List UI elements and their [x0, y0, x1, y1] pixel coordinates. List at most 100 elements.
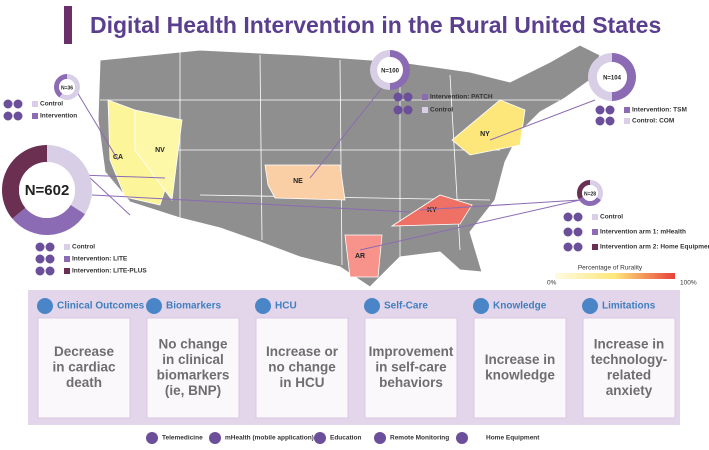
legend-icon: [314, 432, 326, 444]
state: [390, 194, 473, 227]
intervention-icon: [573, 242, 583, 252]
domain-finding: No change: [158, 336, 228, 351]
legend-label: Intervention: [40, 113, 77, 120]
intervention-icon: [563, 227, 573, 237]
intervention-icon: [13, 99, 23, 109]
rurality-min: 0%: [547, 280, 557, 287]
donut-segment: [370, 50, 390, 90]
domain-header: Self-Care: [384, 301, 428, 312]
domain-finding: in cardiac: [52, 360, 116, 375]
donut-hole: [59, 79, 75, 95]
legend-icon: [456, 432, 468, 444]
domain-finding: Decrease: [54, 344, 115, 359]
icon-legend: Telemedicine mHealth (mobile application)…: [146, 432, 540, 444]
domain-card: [146, 317, 240, 419]
donut-segment: [54, 74, 67, 98]
intervention-icon: [605, 116, 615, 126]
state-label: CA: [113, 154, 123, 161]
donut-hole: [377, 57, 403, 83]
domain-card: [255, 317, 349, 419]
legend-swatch: [64, 256, 70, 262]
domain-card: [37, 317, 131, 419]
states: CA NV NE NY KY AR: [107, 99, 526, 278]
domain-finding: biomarkers: [157, 367, 230, 382]
donut-segment: [47, 145, 93, 215]
legend-swatch: [592, 229, 598, 235]
sample-size: N=36: [61, 85, 73, 91]
intervention-icon: [13, 111, 23, 121]
intervention-icon: [35, 266, 45, 276]
state-label: NV: [155, 147, 165, 154]
legend-label: Control: [600, 214, 623, 221]
domain-header: Biomarkers: [166, 301, 221, 312]
domain-header: Clinical Outcomes: [57, 301, 145, 312]
donut-segment: [588, 53, 612, 101]
legend-label: Control: [430, 107, 453, 114]
donut-segment: [12, 205, 85, 235]
legend-label: Intervention: LITE-PLUS: [72, 268, 147, 275]
legend-text: Telemedicine: [162, 435, 203, 442]
legend-label: Intervention: TSM: [632, 107, 687, 114]
intervention-icon: [35, 254, 45, 264]
state-label: AR: [355, 253, 365, 260]
domain-finding: (ie, BNP): [165, 383, 221, 398]
donut-hole: [582, 185, 598, 201]
legend-icon: [374, 432, 386, 444]
legend-swatch: [624, 107, 630, 113]
domain-card: [473, 317, 567, 419]
domain-finding: in clinical: [162, 352, 224, 367]
state: [134, 109, 183, 202]
sample-size: N=104: [603, 76, 622, 82]
us-map: [97, 44, 601, 288]
legend-label: Intervention arm 2: Home Equipment: [600, 244, 709, 251]
legend-swatch: [422, 94, 428, 100]
title: Digital Health Intervention in the Rural…: [90, 12, 661, 38]
donut-segment: [612, 53, 636, 101]
legend-swatch: [624, 118, 630, 124]
domain-finding: death: [66, 375, 102, 390]
domain-finding: Increase or: [266, 344, 339, 359]
domain-finding: Improvement: [369, 344, 454, 359]
legend-text: Education: [330, 435, 361, 442]
legend-swatch: [32, 113, 38, 119]
legend-label: Control: [72, 244, 95, 251]
sample-size: N=100: [381, 69, 400, 75]
connectors: [59, 87, 596, 251]
domain-finding: behaviors: [379, 375, 443, 390]
domain-icon: [255, 298, 271, 314]
legend-swatch: [64, 244, 70, 250]
sample-size: N=28: [584, 191, 596, 197]
legend-swatch: [592, 214, 598, 220]
domain-finding: technology-: [591, 352, 668, 367]
legend-swatch: [422, 107, 428, 113]
domain-card: [582, 317, 676, 419]
state: [344, 234, 383, 278]
studies: Control Intervention N=36 Control Interventi…: [2, 50, 709, 276]
intervention-icon: [605, 105, 615, 115]
domain-icon: [473, 298, 489, 314]
domain-finding: in self-care: [375, 360, 447, 375]
domain-icon: [37, 298, 53, 314]
domain-finding: no change: [268, 360, 336, 375]
sample-size: N=602: [25, 182, 70, 199]
rurality-title: Percentage of Rurality: [578, 265, 643, 272]
intervention-icon: [393, 92, 403, 102]
state-label: NE: [293, 178, 303, 185]
intervention-icon: [45, 254, 55, 264]
state: [264, 164, 346, 201]
rurality-max: 100%: [680, 280, 697, 287]
legend-text: mHealth (mobile application): [225, 435, 314, 442]
domain-finding: Increase in: [485, 352, 556, 367]
outcomes-panel: [28, 290, 680, 425]
domain-finding: knowledge: [485, 367, 555, 382]
legend-icon: [209, 432, 221, 444]
legend-label: Intervention: LITE: [72, 256, 128, 263]
intervention-icon: [573, 212, 583, 222]
donut-segment: [59, 74, 80, 101]
intervention-icon: [403, 105, 413, 115]
title-bar: [64, 6, 72, 44]
intervention-icon: [573, 227, 583, 237]
legend-label: Control: [40, 101, 63, 108]
